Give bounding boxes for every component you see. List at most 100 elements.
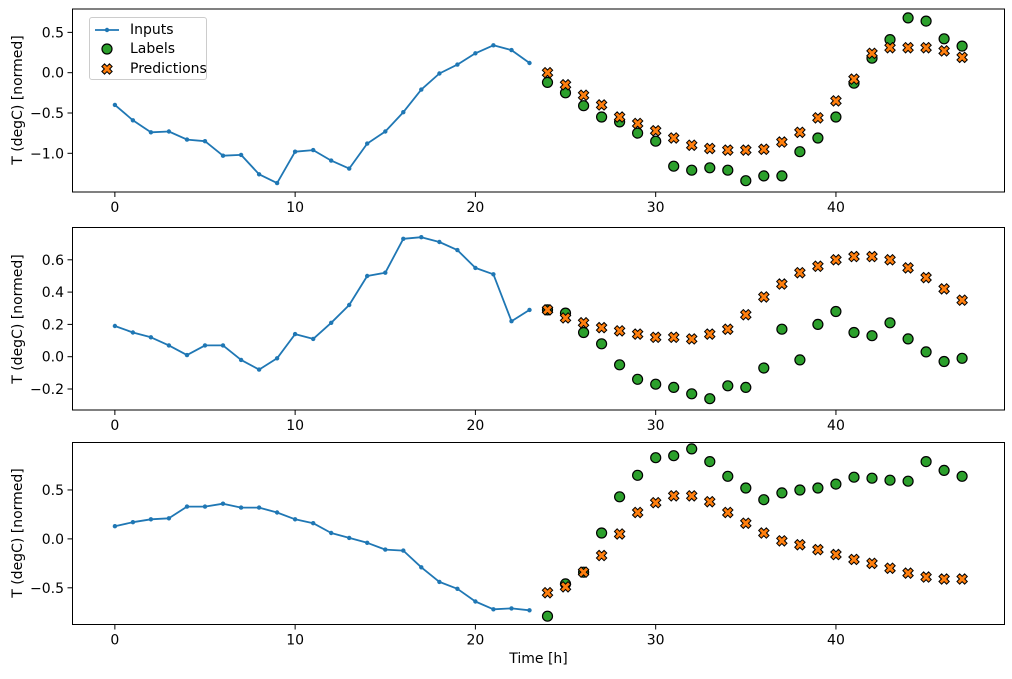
- predictions-point: [830, 95, 842, 107]
- labels-point: [830, 111, 842, 123]
- y-tick-label: 0.0: [42, 350, 64, 366]
- labels-point: [812, 482, 824, 494]
- predictions-point: [794, 538, 806, 551]
- predictions-point: [541, 66, 554, 79]
- inputs-point: [401, 548, 406, 553]
- labels-point: [776, 323, 788, 335]
- labels-point: [956, 352, 968, 364]
- predictions-point: [884, 253, 896, 266]
- y-axis-ticks: 0.6 0.4 0.2 0.0 −0.2: [30, 253, 73, 398]
- predictions-point: [559, 312, 572, 324]
- predictions-x-icon: [93, 61, 123, 77]
- y-tick-label: 0.0: [42, 66, 64, 82]
- predictions-series: [541, 489, 969, 599]
- inputs-point: [166, 129, 172, 134]
- predictions-point: [812, 111, 824, 124]
- predictions-point: [667, 132, 680, 144]
- inputs-point: [256, 172, 262, 177]
- inputs-point: [220, 343, 226, 348]
- predictions-point: [866, 47, 878, 60]
- predictions-point: [956, 294, 969, 307]
- labels-point: [577, 100, 590, 112]
- predictions-point: [812, 543, 824, 556]
- inputs-point: [311, 521, 316, 526]
- labels-point: [920, 346, 932, 358]
- inputs-point: [148, 130, 154, 135]
- subplot-2: 0 10 20 30 40 0.6 0.4 0.2 0.0 −0.2: [30, 227, 1005, 434]
- y-tick-label: −0.5: [30, 106, 64, 122]
- inputs-point: [473, 51, 478, 56]
- inputs-point: [419, 87, 424, 92]
- labels-point: [920, 15, 932, 27]
- predictions-point: [920, 571, 932, 583]
- inputs-point: [112, 524, 118, 529]
- x-tick-label: 20: [466, 200, 484, 216]
- x-axis-ticks: 0 10 20 30 40: [110, 410, 845, 434]
- labels-point: [758, 494, 770, 506]
- predictions-point: [631, 117, 644, 130]
- inputs-point: [329, 158, 334, 163]
- labels-circle-icon: [93, 41, 123, 57]
- predictions-point: [848, 73, 860, 86]
- labels-point: [812, 318, 824, 330]
- predictions-point: [667, 331, 680, 344]
- inputs-point: [311, 336, 316, 342]
- inputs-point: [148, 517, 154, 522]
- predictions-point: [613, 528, 626, 540]
- inputs-point: [365, 141, 370, 146]
- inputs-point: [220, 153, 226, 158]
- labels-point: [740, 175, 752, 187]
- labels-point: [650, 135, 662, 147]
- labels-point: [541, 76, 554, 89]
- predictions-point: [902, 567, 914, 579]
- inputs-point: [509, 319, 514, 324]
- predictions-point: [775, 136, 788, 148]
- predictions-point: [920, 41, 932, 54]
- predictions-point: [884, 41, 896, 54]
- labels-point: [956, 470, 968, 482]
- axes-frame: [72, 442, 1005, 625]
- labels-point: [758, 362, 770, 374]
- predictions-point: [559, 78, 572, 91]
- labels-point: [920, 456, 932, 468]
- legend: Inputs Labels Predictions: [89, 17, 207, 80]
- legend-item-inputs: Inputs: [93, 20, 206, 40]
- inputs-point: [401, 110, 406, 115]
- inputs-point: [527, 307, 532, 313]
- predictions-point: [613, 111, 626, 123]
- labels-point: [812, 132, 824, 144]
- predictions-point: [757, 291, 770, 303]
- inputs-point: [130, 520, 136, 525]
- inputs-point: [383, 129, 388, 134]
- predictions-point: [938, 45, 950, 57]
- inputs-point: [256, 505, 262, 510]
- predictions-point: [685, 489, 698, 502]
- labels-point: [650, 452, 662, 464]
- labels-point: [848, 471, 860, 483]
- inputs-point: [473, 265, 478, 271]
- y-tick-label: 0.2: [42, 317, 64, 333]
- predictions-point: [739, 517, 752, 530]
- x-tick-label: 20: [466, 633, 484, 649]
- x-tick-label: 30: [647, 200, 665, 216]
- y-axis-label-subplot-2: T (degC) [normed]: [10, 254, 26, 384]
- x-tick-label: 0: [110, 418, 119, 434]
- inputs-point: [419, 565, 424, 570]
- subplot-1: 0 10 20 30 40 0.5 0.0 −0.5 −1.0: [30, 8, 1005, 216]
- inputs-point: [311, 147, 316, 153]
- inputs-point: [256, 367, 262, 372]
- labels-point: [794, 354, 806, 366]
- predictions-point: [631, 506, 644, 519]
- inputs-point: [238, 357, 244, 363]
- predictions-point: [577, 566, 590, 579]
- predictions-point: [667, 489, 680, 502]
- predictions-point: [775, 278, 788, 290]
- predictions-point: [757, 143, 770, 156]
- predictions-point: [721, 144, 734, 156]
- labels-point: [884, 317, 896, 329]
- labels-point: [740, 482, 752, 494]
- inputs-point: [220, 501, 226, 506]
- predictions-point: [830, 548, 842, 561]
- inputs-point: [130, 330, 136, 335]
